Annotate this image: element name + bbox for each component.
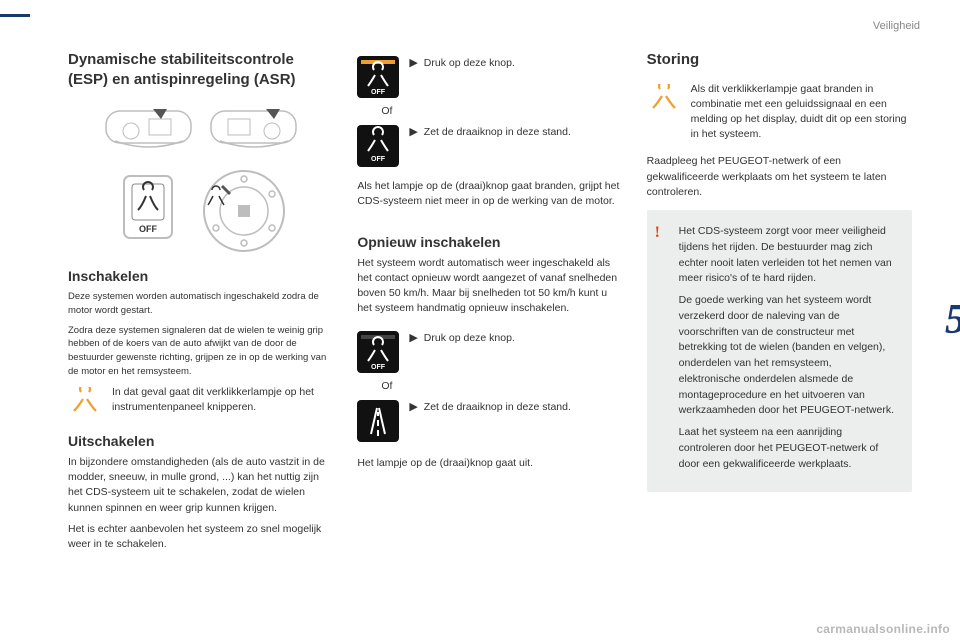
box-p3: Laat het systeem na een aanrijding contr…: [679, 425, 896, 472]
note-2: Het lampje op de (draai)knop gaat uit.: [357, 456, 622, 471]
press-text-1: ▶Druk op deze knop.: [409, 56, 622, 72]
control-diagrams: OFF: [68, 166, 333, 256]
column-1: Dynamische stabiliteitscontrole (ESP) en…: [68, 50, 333, 620]
disable-heading: Uitschakelen: [68, 433, 333, 449]
turn-label-2: Zet de draaiknop in deze stand.: [424, 401, 571, 413]
content-columns: Dynamische stabiliteitscontrole (ESP) en…: [68, 50, 912, 620]
press-row-1: OFF ▶Druk op deze knop.: [357, 56, 622, 98]
svg-text:OFF: OFF: [139, 224, 157, 234]
turn-text-2: ▶Zet de draaiknop in deze stand.: [409, 400, 622, 416]
main-title: Dynamische stabiliteitscontrole (ESP) en…: [68, 50, 333, 89]
enable-p1: Deze systemen worden automatisch ingesch…: [68, 290, 333, 318]
skid-lamp-icon: [68, 385, 102, 419]
enable-p2: Zodra deze systemen signaleren dat de wi…: [68, 324, 333, 379]
press-label-2: Druk op deze knop.: [424, 332, 515, 344]
chapter-number: 5: [945, 296, 960, 344]
fault-p2: Raadpleeg het PEUGEOT-netwerk of een gek…: [647, 154, 912, 200]
turn-row-2: ▶Zet de draaiknop in deze stand.: [357, 400, 622, 442]
press-text-2: ▶Druk op deze knop.: [409, 331, 622, 347]
lamp-row: In dat geval gaat dit verklikkerlampje o…: [68, 385, 333, 421]
dash-diagram-right: [206, 101, 301, 156]
lamp-note: In dat geval gaat dit verklikkerlampje o…: [112, 385, 333, 415]
dial-off-icon-1: OFF: [357, 125, 399, 167]
turn-label-1: Zet de draaiknop in deze stand.: [424, 126, 571, 138]
warning-icon: !: [655, 224, 660, 242]
fault-lamp-row: Als dit verklikkerlampje gaat branden in…: [647, 82, 912, 149]
turn-text-1: ▶Zet de draaiknop in deze stand.: [409, 125, 622, 141]
warning-box: ! Het CDS-systeem zorgt voor meer veilig…: [647, 210, 912, 492]
note-1: Als het lampje op de (draai)knop gaat br…: [357, 179, 622, 209]
enable-heading: Inschakelen: [68, 268, 333, 284]
fault-lamp-icon: [647, 82, 681, 116]
header-category: Veiligheid: [873, 20, 920, 32]
press-row-2: OFF ▶Druk op deze knop.: [357, 331, 622, 373]
header-stripe: [0, 14, 30, 17]
press-label-1: Druk op deze knop.: [424, 57, 515, 69]
svg-text:OFF: OFF: [371, 89, 386, 96]
turn-row-1: OFF ▶Zet de draaiknop in deze stand.: [357, 125, 622, 167]
footer-brand: carmanualsonline.info: [816, 622, 950, 636]
svg-text:OFF: OFF: [371, 364, 386, 371]
reenable-heading: Opnieuw inschakelen: [357, 234, 622, 250]
off-button-icon-1: OFF: [357, 56, 399, 98]
reenable-p: Het systeem wordt automatisch weer inges…: [357, 256, 622, 317]
or-1: Of: [381, 104, 622, 119]
off-button-diagram: OFF: [108, 166, 188, 256]
fault-heading: Storing: [647, 50, 912, 70]
enable-text: Deze systemen worden automatisch ingesch…: [68, 290, 333, 379]
dial-road-icon: [357, 400, 399, 442]
column-2: OFF ▶Druk op deze knop. Of OFF ▶Zet de d…: [357, 50, 622, 620]
dial-diagram: [194, 166, 294, 256]
off-button-icon-2: OFF: [357, 331, 399, 373]
box-p2: De goede werking van het systeem wordt v…: [679, 293, 896, 419]
dash-diagram-left: [101, 101, 196, 156]
or-2: Of: [381, 379, 622, 394]
box-p1: Het CDS-systeem zorgt voor meer veilighe…: [679, 224, 896, 287]
disable-p1: In bijzondere omstandigheden (als de aut…: [68, 455, 333, 516]
svg-text:OFF: OFF: [371, 156, 386, 163]
fault-p1: Als dit verklikkerlampje gaat branden in…: [691, 82, 912, 143]
disable-p2: Het is echter aanbevolen het systeem zo …: [68, 522, 333, 552]
dashboard-diagrams: [68, 101, 333, 156]
column-3: Storing Als dit verklikkerlampje gaat br…: [647, 50, 912, 620]
